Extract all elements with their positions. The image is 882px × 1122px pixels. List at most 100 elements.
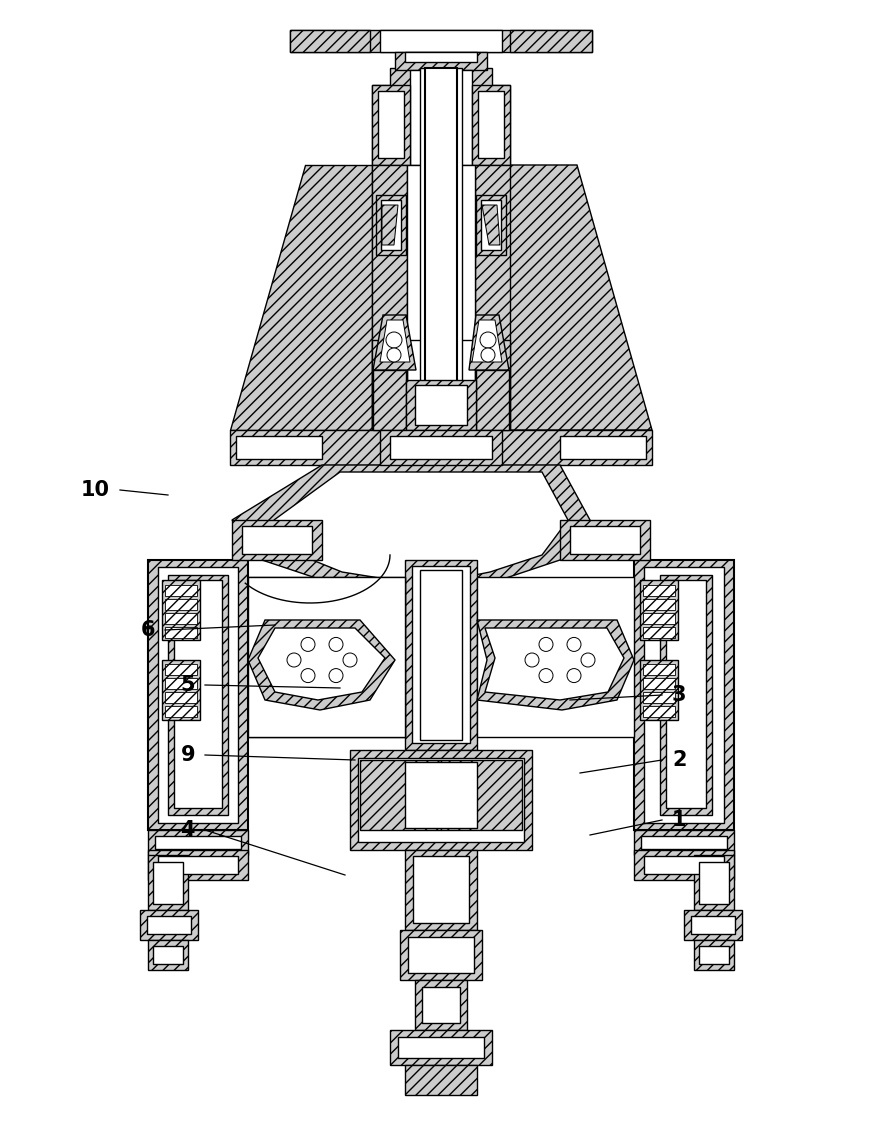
Circle shape	[539, 637, 553, 652]
Bar	[660, 574, 712, 815]
Polygon shape	[165, 706, 197, 717]
Bar	[390, 1030, 492, 1065]
Bar	[155, 836, 241, 849]
Polygon shape	[274, 472, 568, 580]
Polygon shape	[380, 320, 410, 362]
Polygon shape	[510, 165, 652, 430]
Bar	[147, 916, 191, 934]
Circle shape	[329, 669, 343, 682]
Bar	[230, 430, 652, 465]
Bar	[666, 580, 706, 808]
Polygon shape	[382, 205, 398, 245]
Bar	[380, 430, 502, 465]
Bar	[425, 68, 457, 443]
Bar	[634, 560, 734, 830]
Bar	[140, 910, 198, 940]
Bar	[410, 70, 472, 165]
Polygon shape	[258, 628, 385, 700]
Bar	[481, 200, 501, 250]
Bar	[634, 830, 734, 855]
Bar	[148, 830, 248, 855]
Text: 9: 9	[181, 745, 195, 765]
Circle shape	[386, 332, 402, 348]
Circle shape	[480, 332, 496, 348]
Bar	[174, 580, 222, 808]
Bar	[390, 436, 492, 459]
Text: 1: 1	[672, 810, 686, 830]
Bar	[290, 30, 370, 52]
Polygon shape	[230, 165, 372, 430]
Bar	[380, 30, 502, 52]
Bar	[398, 1037, 484, 1058]
Polygon shape	[165, 692, 197, 703]
Bar	[476, 195, 506, 255]
Bar	[153, 862, 183, 904]
Polygon shape	[232, 465, 590, 590]
Polygon shape	[165, 599, 197, 610]
Bar	[372, 85, 410, 165]
Circle shape	[301, 637, 315, 652]
Polygon shape	[472, 320, 502, 362]
Polygon shape	[643, 706, 675, 717]
Bar	[691, 916, 735, 934]
Bar	[415, 385, 467, 425]
Bar	[475, 340, 510, 430]
Bar	[232, 519, 322, 560]
Polygon shape	[162, 660, 200, 720]
Bar	[153, 946, 183, 964]
Bar	[405, 52, 477, 62]
Text: 6: 6	[140, 620, 155, 640]
Bar	[406, 380, 476, 430]
Bar	[420, 570, 462, 741]
Bar	[694, 940, 734, 971]
Polygon shape	[165, 678, 197, 689]
Bar	[634, 850, 734, 880]
Circle shape	[387, 348, 401, 362]
Bar	[478, 91, 504, 158]
Bar	[415, 980, 467, 1030]
Polygon shape	[643, 664, 675, 675]
Bar	[290, 30, 592, 52]
Circle shape	[301, 669, 315, 682]
Bar	[376, 195, 406, 255]
Bar	[644, 567, 724, 824]
Polygon shape	[248, 577, 405, 737]
Bar	[148, 855, 188, 910]
Bar	[168, 574, 228, 815]
Bar	[477, 577, 634, 737]
Polygon shape	[469, 315, 509, 370]
Bar	[158, 856, 238, 874]
Polygon shape	[643, 678, 675, 689]
Polygon shape	[643, 599, 675, 610]
Bar	[412, 565, 470, 743]
Bar	[684, 910, 742, 940]
Circle shape	[567, 637, 581, 652]
Polygon shape	[165, 613, 197, 624]
Polygon shape	[372, 68, 510, 165]
Text: 2: 2	[672, 749, 686, 770]
Text: 5: 5	[181, 675, 195, 695]
Bar	[405, 850, 477, 930]
Bar	[408, 937, 474, 973]
Bar	[395, 52, 487, 70]
Bar	[248, 577, 405, 737]
Polygon shape	[165, 585, 197, 596]
Bar	[510, 30, 592, 52]
Polygon shape	[643, 692, 675, 703]
Bar	[699, 862, 729, 904]
Circle shape	[581, 653, 595, 666]
Bar	[475, 165, 510, 430]
Circle shape	[287, 653, 301, 666]
Circle shape	[567, 669, 581, 682]
Bar	[373, 370, 406, 430]
Text: 10: 10	[81, 480, 110, 500]
Bar	[694, 855, 734, 910]
Bar	[413, 856, 469, 923]
Polygon shape	[643, 613, 675, 624]
Polygon shape	[165, 627, 197, 638]
Bar	[644, 856, 724, 874]
Polygon shape	[360, 760, 441, 830]
Bar	[405, 560, 477, 749]
Circle shape	[343, 653, 357, 666]
Bar	[381, 200, 401, 250]
